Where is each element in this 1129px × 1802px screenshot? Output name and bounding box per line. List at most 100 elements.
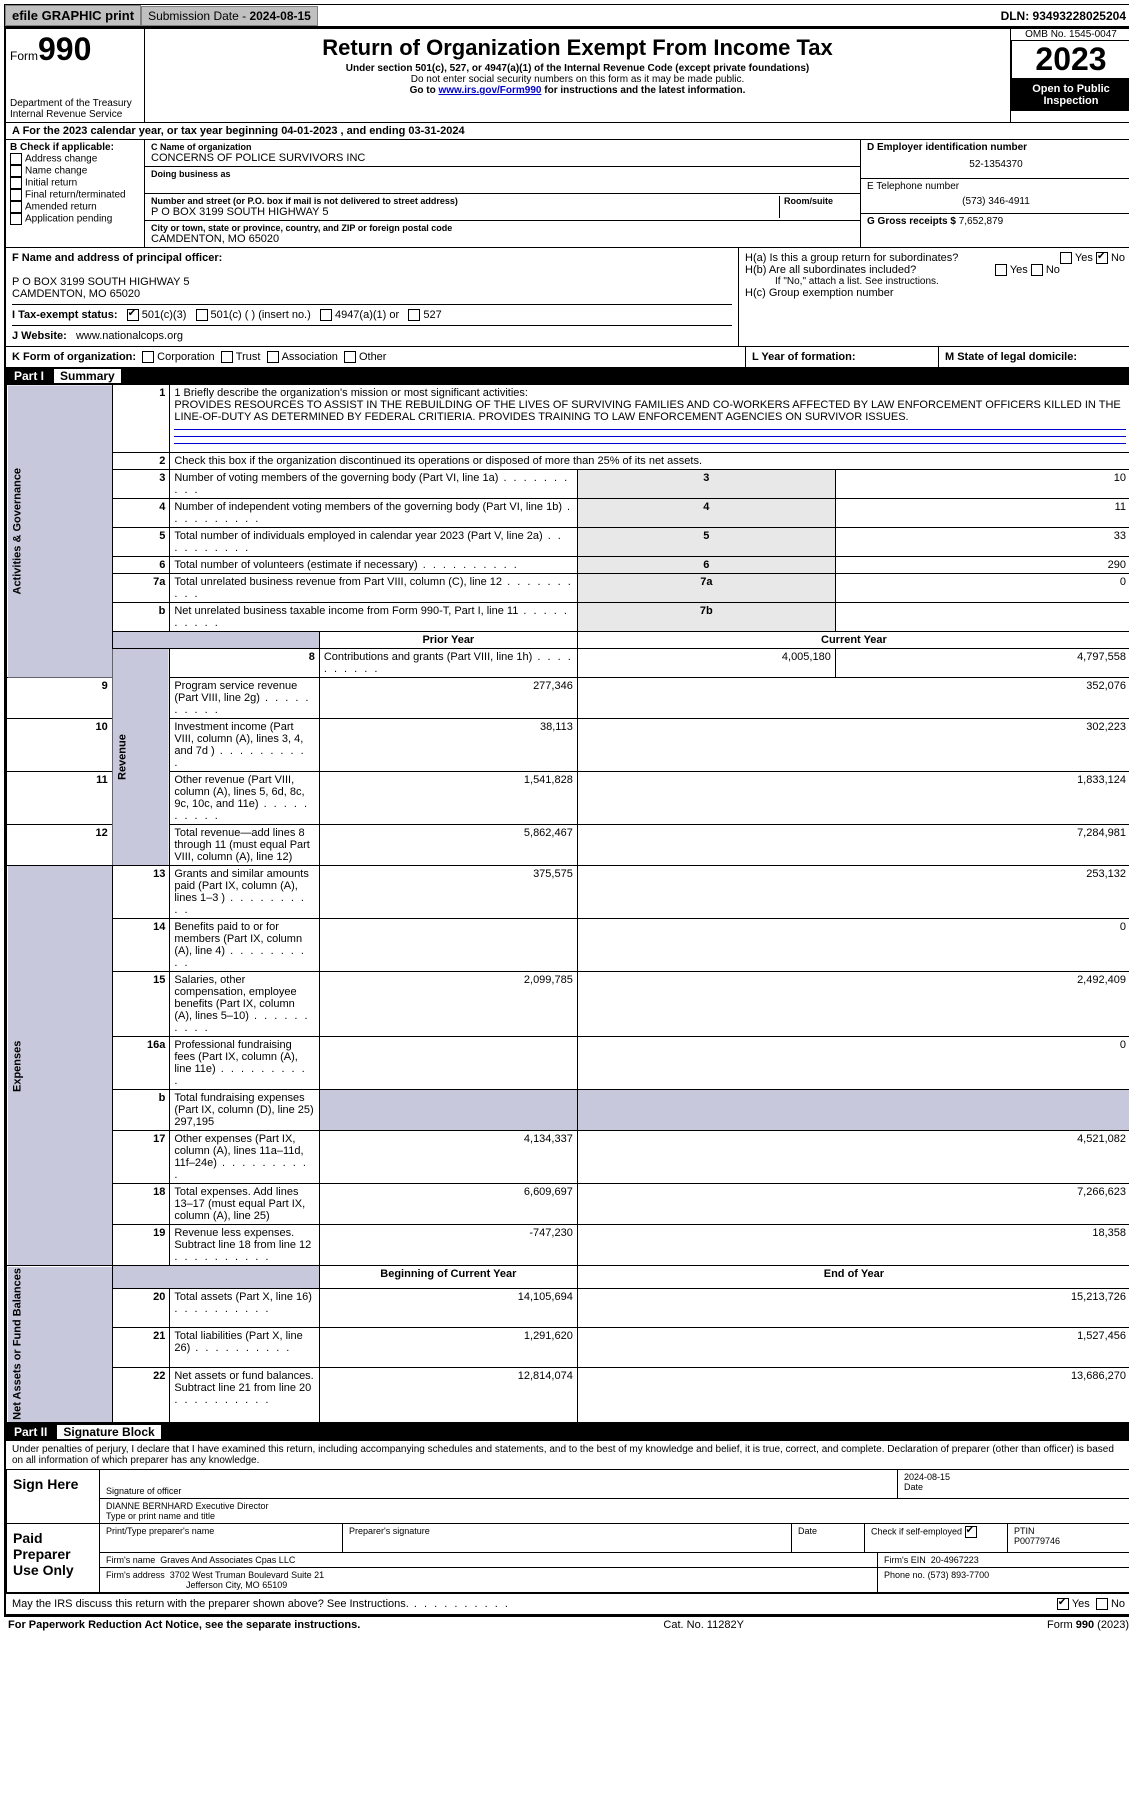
part-2-header: Part II Signature Block: [6, 1423, 1129, 1441]
tax-year: 2023: [1011, 40, 1129, 79]
field-dba: Doing business as: [145, 167, 860, 194]
irs-link[interactable]: www.irs.gov/Form990: [438, 85, 541, 96]
preparer-sig-label: Preparer's signature: [349, 1526, 430, 1536]
line-15-num: 15: [112, 972, 170, 1037]
page-footer: For Paperwork Reduction Act Notice, see …: [4, 1616, 1129, 1633]
line-16b-num: b: [112, 1090, 170, 1131]
ptin-value: P00779746: [1014, 1536, 1060, 1546]
check-501c[interactable]: [196, 309, 208, 321]
section-fhij: F Name and address of principal officer:…: [6, 247, 1129, 346]
line-12-prior: 5,862,467: [319, 825, 577, 866]
address-value: P O BOX 3199 SOUTH HIGHWAY 5: [151, 206, 779, 218]
firm-address-cell: Firm's address 3702 West Truman Boulevar…: [100, 1568, 878, 1592]
section-bcdefg: B Check if applicable: Address change Na…: [6, 140, 1129, 247]
check-corp[interactable]: [142, 351, 154, 363]
box-ha: H(a) Is this a group return for subordin…: [745, 252, 1125, 264]
firm-phone-cell: Phone no. (573) 893-7700: [878, 1568, 1129, 1592]
check-hb-no[interactable]: [1031, 264, 1043, 276]
line-18-desc: Total expenses. Add lines 13–17 (must eq…: [170, 1184, 320, 1225]
efile-print-button[interactable]: efile GRAPHIC print: [5, 5, 141, 26]
line-11-current: 1,833,124: [577, 772, 1129, 825]
discuss-label: May the IRS discuss this return with the…: [12, 1598, 510, 1610]
line-7a-box: 7a: [577, 574, 835, 603]
year-formation-label: L Year of formation:: [752, 351, 856, 363]
line-9-current: 352,076: [577, 678, 1129, 719]
box-c: C Name of organization CONCERNS OF POLIC…: [145, 140, 860, 247]
check-501c3[interactable]: [127, 309, 139, 321]
ha-yes: Yes: [1075, 252, 1093, 264]
line-1: 1 Briefly describe the organization's mi…: [170, 385, 1129, 453]
opt-501c3: 501(c)(3): [142, 309, 187, 321]
line-9-prior: 277,346: [319, 678, 577, 719]
tab-governance: Activities & Governance: [7, 385, 113, 678]
line-17-prior: 4,134,337: [319, 1131, 577, 1184]
check-name-change[interactable]: [10, 165, 22, 177]
state-domicile-label: M State of legal domicile:: [945, 351, 1077, 363]
check-final-return[interactable]: [10, 189, 22, 201]
line-3-val: 10: [835, 470, 1129, 499]
line-6-box: 6: [577, 557, 835, 574]
firm-ein-value: 20-4967223: [931, 1555, 979, 1565]
line-16b-current: [577, 1090, 1129, 1131]
check-discuss-yes[interactable]: [1057, 1598, 1069, 1610]
officer-name-value: DIANNE BERNHARD Executive Director: [106, 1501, 1124, 1511]
check-other[interactable]: [344, 351, 356, 363]
firm-address-1: 3702 West Truman Boulevard Suite 21: [170, 1570, 324, 1580]
line-3-box: 3: [577, 470, 835, 499]
line-20-end: 15,213,726: [577, 1289, 1129, 1328]
opt-initial-return: Initial return: [25, 178, 77, 189]
form-subtitle-1: Under section 501(c), 527, or 4947(a)(1)…: [153, 63, 1002, 74]
spacer-1: [112, 632, 319, 649]
hdr-end-year: End of Year: [577, 1266, 1129, 1289]
line-10-current: 302,223: [577, 719, 1129, 772]
summary-table: Activities & Governance 1 1 Briefly desc…: [6, 385, 1129, 1423]
line-7b-box: 7b: [577, 603, 835, 632]
row-klm: K Form of organization: Corporation Trus…: [6, 346, 1129, 367]
header-left: Form990 Department of the Treasury Inter…: [6, 29, 145, 122]
dept-treasury: Department of the Treasury Internal Reve…: [10, 98, 140, 120]
hb-no: No: [1046, 264, 1060, 276]
submission-date-label: Submission Date -: [148, 9, 249, 23]
omb-number: OMB No. 1545-0047: [1011, 29, 1129, 40]
signature-officer-cell: Signature of officer: [100, 1470, 898, 1498]
form-subtitle-3: Go to www.irs.gov/Form990 for instructio…: [153, 85, 1002, 96]
opt-assoc: Association: [282, 351, 338, 363]
line-16a-current: 0: [577, 1037, 1129, 1090]
check-self-employed[interactable]: [965, 1526, 977, 1538]
check-trust[interactable]: [221, 351, 233, 363]
check-initial-return[interactable]: [10, 177, 22, 189]
check-ha-yes[interactable]: [1060, 252, 1072, 264]
org-name-value: CONCERNS OF POLICE SURVIVORS INC: [151, 152, 854, 164]
hdr-current-year: Current Year: [577, 632, 1129, 649]
preparer-date-cell: Date: [792, 1524, 865, 1552]
paid-preparer-block: Paid Preparer Use Only Print/Type prepar…: [6, 1524, 1129, 1593]
check-hb-yes[interactable]: [995, 264, 1007, 276]
check-ha-no[interactable]: [1096, 252, 1108, 264]
phone-value: (573) 346-4911: [867, 192, 1125, 211]
line-2-desc: Check this box if the organization disco…: [170, 453, 1129, 470]
check-discuss-no[interactable]: [1096, 1598, 1108, 1610]
preparer-name-label: Print/Type preparer's name: [106, 1526, 214, 1536]
box-deg: D Employer identification number 52-1354…: [860, 140, 1129, 247]
check-application-pending[interactable]: [10, 213, 22, 225]
goto-post: for instructions and the latest informat…: [541, 85, 745, 96]
hb-label: H(b) Are all subordinates included?: [745, 264, 916, 276]
line-1-num: 1: [112, 385, 170, 453]
line-11-num: 11: [7, 772, 113, 825]
line-21-begin: 1,291,620: [319, 1328, 577, 1367]
check-assoc[interactable]: [267, 351, 279, 363]
dln-value: DLN: 93493228025204: [995, 7, 1129, 25]
check-amended-return[interactable]: [10, 201, 22, 213]
form-org-label: K Form of organization:: [12, 351, 136, 363]
self-employed-cell: Check if self-employed: [865, 1524, 1008, 1552]
line-9-num: 9: [7, 678, 113, 719]
preparer-date-label: Date: [798, 1526, 817, 1536]
check-address-change[interactable]: [10, 153, 22, 165]
line-22-desc: Net assets or fund balances. Subtract li…: [170, 1367, 320, 1422]
check-4947[interactable]: [320, 309, 332, 321]
header-right: OMB No. 1545-0047 2023 Open to Public In…: [1010, 29, 1129, 122]
spacer-2: [112, 1266, 319, 1289]
check-527[interactable]: [408, 309, 420, 321]
header-middle: Return of Organization Exempt From Incom…: [145, 29, 1010, 122]
opt-other: Other: [359, 351, 387, 363]
